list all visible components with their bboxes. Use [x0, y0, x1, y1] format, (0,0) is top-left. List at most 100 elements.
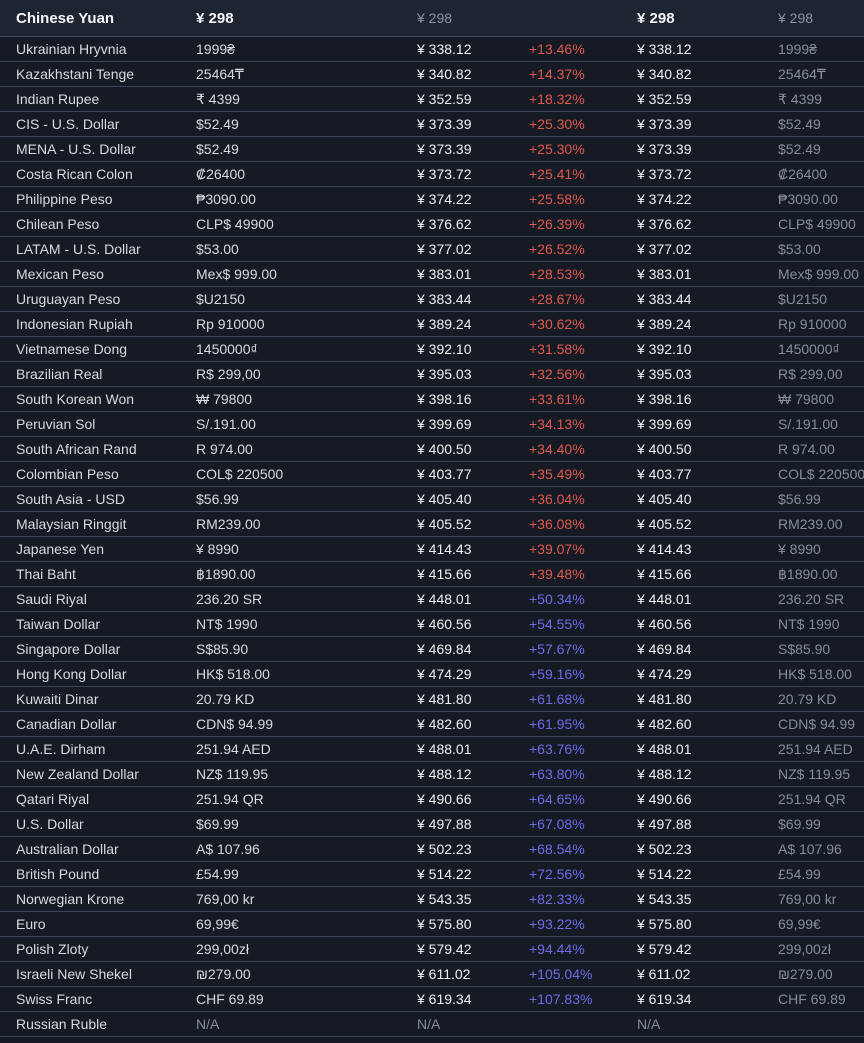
currency-row: U.A.E. Dirham 251.94 AED ¥ 488.01 +63.76… [0, 737, 864, 762]
currency-row: Polish Zloty 299,00zł ¥ 579.42 +94.44% ¥… [0, 937, 864, 962]
price-difference-cell: +107.83% [529, 991, 593, 1007]
converted-price-cell: ¥ 373.39 [417, 141, 472, 157]
price-difference-cell: +30.62% [529, 316, 585, 332]
price-difference-cell: +50.34% [529, 591, 585, 607]
local-price-cell: $56.99 [196, 491, 239, 507]
local-price-cell-2: £54.99 [778, 866, 821, 882]
converted-price-cell-2: ¥ 395.03 [637, 366, 692, 382]
local-price-cell-2: $56.99 [778, 491, 821, 507]
local-price-cell: HK$ 518.00 [196, 666, 270, 682]
local-price-cell: ฿1890.00 [196, 565, 256, 582]
currency-row: Norwegian Krone 769,00 kr ¥ 543.35 +82.3… [0, 887, 864, 912]
currency-row: Vietnamese Dong 1450000₫ ¥ 392.10 +31.58… [0, 337, 864, 362]
currency-name-cell: CIS - U.S. Dollar [16, 116, 120, 132]
price-difference-cell: +63.80% [529, 766, 585, 782]
price-difference-cell: +32.56% [529, 366, 585, 382]
currency-row: Indian Rupee ₹ 4399 ¥ 352.59 +18.32% ¥ 3… [0, 87, 864, 112]
price-difference-cell: +54.55% [529, 616, 585, 632]
converted-price-cell: ¥ 403.77 [417, 466, 472, 482]
converted-price-cell-2: ¥ 389.24 [637, 316, 692, 332]
converted-price-cell-2: ¥ 488.12 [637, 766, 692, 782]
price-difference-cell: +67.08% [529, 816, 585, 832]
converted-price-cell: ¥ 488.01 [417, 741, 472, 757]
price-difference-cell: +13.46% [529, 41, 585, 57]
converted-price-cell: ¥ 389.24 [417, 316, 472, 332]
converted-price-cell-2: ¥ 405.40 [637, 491, 692, 507]
currency-row: South African Rand R 974.00 ¥ 400.50 +34… [0, 437, 864, 462]
currency-name-cell: Hong Kong Dollar [16, 666, 127, 682]
converted-price-cell: ¥ 338.12 [417, 41, 472, 57]
local-price-cell: 769,00 kr [196, 891, 255, 907]
converted-price-cell-2: ¥ 481.80 [637, 691, 692, 707]
currency-row: Uruguayan Peso $U2150 ¥ 383.44 +28.67% ¥… [0, 287, 864, 312]
currency-name-cell: Saudi Riyal [16, 591, 87, 607]
currency-name-cell: Indian Rupee [16, 91, 100, 107]
currency-row: Taiwan Dollar NT$ 1990 ¥ 460.56 +54.55% … [0, 612, 864, 637]
currency-row: Kazakhstani Tenge 25464₸ ¥ 340.82 +14.37… [0, 62, 864, 87]
local-price-cell: £54.99 [196, 866, 239, 882]
currency-name-cell: U.S. Dollar [16, 816, 84, 832]
local-price-cell: $52.49 [196, 141, 239, 157]
currency-name-cell: Brazilian Real [16, 366, 103, 382]
converted-price-cell: ¥ 340.82 [417, 66, 472, 82]
price-difference-cell: +59.16% [529, 666, 585, 682]
local-price-cell: CDN$ 94.99 [196, 716, 274, 732]
converted-price-cell-2: ¥ 400.50 [637, 441, 692, 457]
currency-row: Saudi Riyal 236.20 SR ¥ 448.01 +50.34% ¥… [0, 587, 864, 612]
converted-price-cell-2: ¥ 352.59 [637, 91, 692, 107]
converted-price-cell-2: ¥ 482.60 [637, 716, 692, 732]
currency-name-cell: South African Rand [16, 441, 137, 457]
converted-price-cell: ¥ 490.66 [417, 791, 472, 807]
currency-row: Israeli New Shekel ₪279.00 ¥ 611.02 +105… [0, 962, 864, 987]
converted-price-cell-2: ¥ 373.39 [637, 141, 692, 157]
currency-row: Colombian Peso COL$ 220500 ¥ 403.77 +35.… [0, 462, 864, 487]
local-price-cell-2: ₡26400 [778, 166, 828, 182]
local-price-cell: CLP$ 49900 [196, 216, 274, 232]
converted-price-cell: ¥ 398.16 [417, 391, 472, 407]
base-local-price-2: ¥ 298 [778, 10, 814, 26]
currency-row: Australian Dollar A$ 107.96 ¥ 502.23 +68… [0, 837, 864, 862]
price-difference-cell: +64.65% [529, 791, 585, 807]
price-difference-cell: +82.33% [529, 891, 585, 907]
converted-price-cell-2: ¥ 398.16 [637, 391, 692, 407]
currency-name-cell: British Pound [16, 866, 100, 882]
local-price-cell: 251.94 AED [196, 741, 271, 757]
converted-price-cell: ¥ 460.56 [417, 616, 472, 632]
currency-row: Hong Kong Dollar HK$ 518.00 ¥ 474.29 +59… [0, 662, 864, 687]
base-currency-row: Chinese Yuan ¥ 298 ¥ 298 ¥ 298 ¥ 298 [0, 0, 864, 37]
local-price-cell: $53.00 [196, 241, 239, 257]
currency-name-cell: Chilean Peso [16, 216, 100, 232]
local-price-cell: ₪279.00 [196, 966, 251, 982]
converted-price-cell-2: ¥ 415.66 [637, 566, 692, 582]
converted-price-cell: ¥ 373.39 [417, 116, 472, 132]
converted-price-cell-2: ¥ 338.12 [637, 41, 692, 57]
local-price-cell-2: S/.191.00 [778, 416, 838, 432]
local-price-cell-2: 1450000₫ [778, 341, 840, 357]
local-price-cell-2: R$ 299,00 [778, 366, 843, 382]
local-price-cell: NT$ 1990 [196, 616, 258, 632]
local-price-cell-2: $52.49 [778, 141, 821, 157]
converted-price-cell: ¥ 352.59 [417, 91, 472, 107]
converted-price-cell: ¥ 481.80 [417, 691, 472, 707]
converted-price-cell-2: ¥ 611.02 [637, 966, 691, 982]
local-price-cell: Mex$ 999.00 [196, 266, 277, 282]
currency-row: Indonesian Rupiah Rp 910000 ¥ 389.24 +30… [0, 312, 864, 337]
local-price-cell: RM239.00 [196, 516, 261, 532]
currency-name-cell: Ukrainian Hryvnia [16, 41, 127, 57]
price-difference-cell: +26.52% [529, 241, 585, 257]
price-difference-cell: +31.58% [529, 341, 585, 357]
converted-price-cell: ¥ 474.29 [417, 666, 472, 682]
local-price-cell: ₩ 79800 [196, 391, 253, 407]
local-price-cell-2: A$ 107.96 [778, 841, 842, 857]
converted-price-cell: ¥ 488.12 [417, 766, 472, 782]
converted-price-cell-2: ¥ 448.01 [637, 591, 692, 607]
converted-price-cell-2: ¥ 377.02 [637, 241, 692, 257]
converted-price-cell: ¥ 400.50 [417, 441, 472, 457]
price-difference-cell: +94.44% [529, 941, 585, 957]
local-price-cell: S/.191.00 [196, 416, 256, 432]
price-difference-cell: +25.30% [529, 141, 585, 157]
local-price-cell-2: ฿1890.00 [778, 565, 838, 582]
price-difference-cell: +93.22% [529, 916, 585, 932]
price-difference-cell: +105.04% [529, 966, 593, 982]
